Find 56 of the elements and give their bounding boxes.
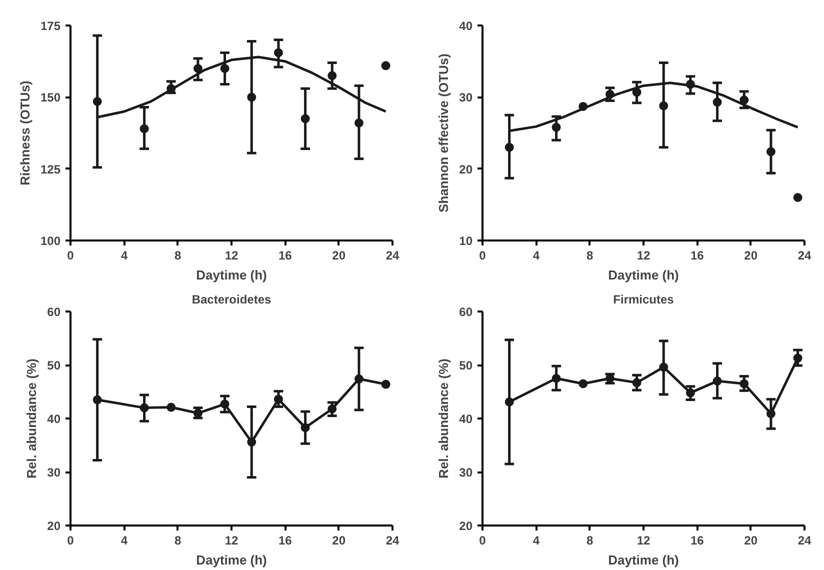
x-tick-label: 0 (479, 248, 486, 262)
x-axis-title: Daytime (h) (608, 552, 679, 568)
y-axis-title: Rel. abundance (%) (436, 358, 452, 478)
y-tick-label: 40 (459, 412, 473, 426)
y-tick-label: 50 (459, 358, 473, 372)
y-tick-label: 100 (40, 234, 61, 248)
y-tick-label: 30 (459, 466, 473, 480)
x-tick-label: 12 (636, 534, 650, 548)
x-tick-label: 4 (120, 248, 128, 262)
y-tick-label: 175 (40, 19, 61, 33)
x-axis-title: Daytime (h) (608, 268, 679, 282)
y-tick-label: 20 (459, 519, 473, 533)
y-axis-title: Rel. abundance (%) (24, 358, 40, 478)
x-tick-label: 16 (278, 248, 292, 262)
x-tick-label: 20 (332, 248, 346, 262)
x-tick-label: 4 (120, 534, 128, 548)
y-tick-label: 40 (459, 19, 473, 33)
x-tick-label: 20 (744, 248, 758, 262)
y-tick-label: 60 (47, 305, 61, 319)
x-tick-label: 24 (386, 248, 400, 262)
y-tick-label: 10 (459, 234, 473, 248)
chart-title: Bacteroidetes (192, 292, 272, 306)
x-tick-label: 20 (744, 534, 758, 548)
y-tick-label: 150 (40, 90, 61, 105)
y-axis-title: Richness (OTUs) (17, 80, 32, 186)
y-tick-label: 40 (47, 412, 61, 426)
x-tick-label: 16 (278, 534, 292, 548)
y-tick-label: 30 (47, 466, 61, 480)
x-tick-label: 8 (586, 248, 594, 262)
x-tick-label: 0 (67, 534, 74, 548)
x-tick-label: 4 (532, 534, 540, 548)
x-tick-label: 8 (586, 534, 594, 548)
y-tick-label: 20 (459, 162, 473, 176)
x-tick-label: 24 (798, 248, 812, 262)
y-tick-label: 60 (459, 305, 473, 319)
y-axis-title: Shannon effective (OTUs) (436, 54, 452, 212)
y-tick-label: 30 (459, 90, 473, 105)
x-tick-label: 8 (174, 534, 182, 548)
x-axis-title: Daytime (h) (196, 268, 267, 282)
x-tick-label: 16 (690, 534, 704, 548)
y-tick-label: 20 (47, 519, 61, 533)
x-tick-label: 12 (224, 248, 238, 262)
x-tick-label: 8 (174, 248, 182, 262)
x-tick-label: 4 (532, 248, 540, 262)
x-tick-label: 20 (332, 534, 346, 548)
chart-title: Firmicutes (613, 292, 674, 306)
x-tick-label: 12 (636, 248, 650, 262)
x-axis-title: Daytime (h) (196, 552, 267, 568)
x-tick-label: 0 (67, 248, 74, 262)
x-tick-label: 12 (224, 534, 238, 548)
x-tick-label: 24 (386, 534, 400, 548)
y-tick-label: 125 (40, 162, 61, 176)
y-tick-label: 50 (47, 358, 61, 372)
x-tick-label: 16 (690, 248, 704, 262)
x-tick-label: 24 (798, 534, 812, 548)
x-tick-label: 0 (479, 534, 486, 548)
